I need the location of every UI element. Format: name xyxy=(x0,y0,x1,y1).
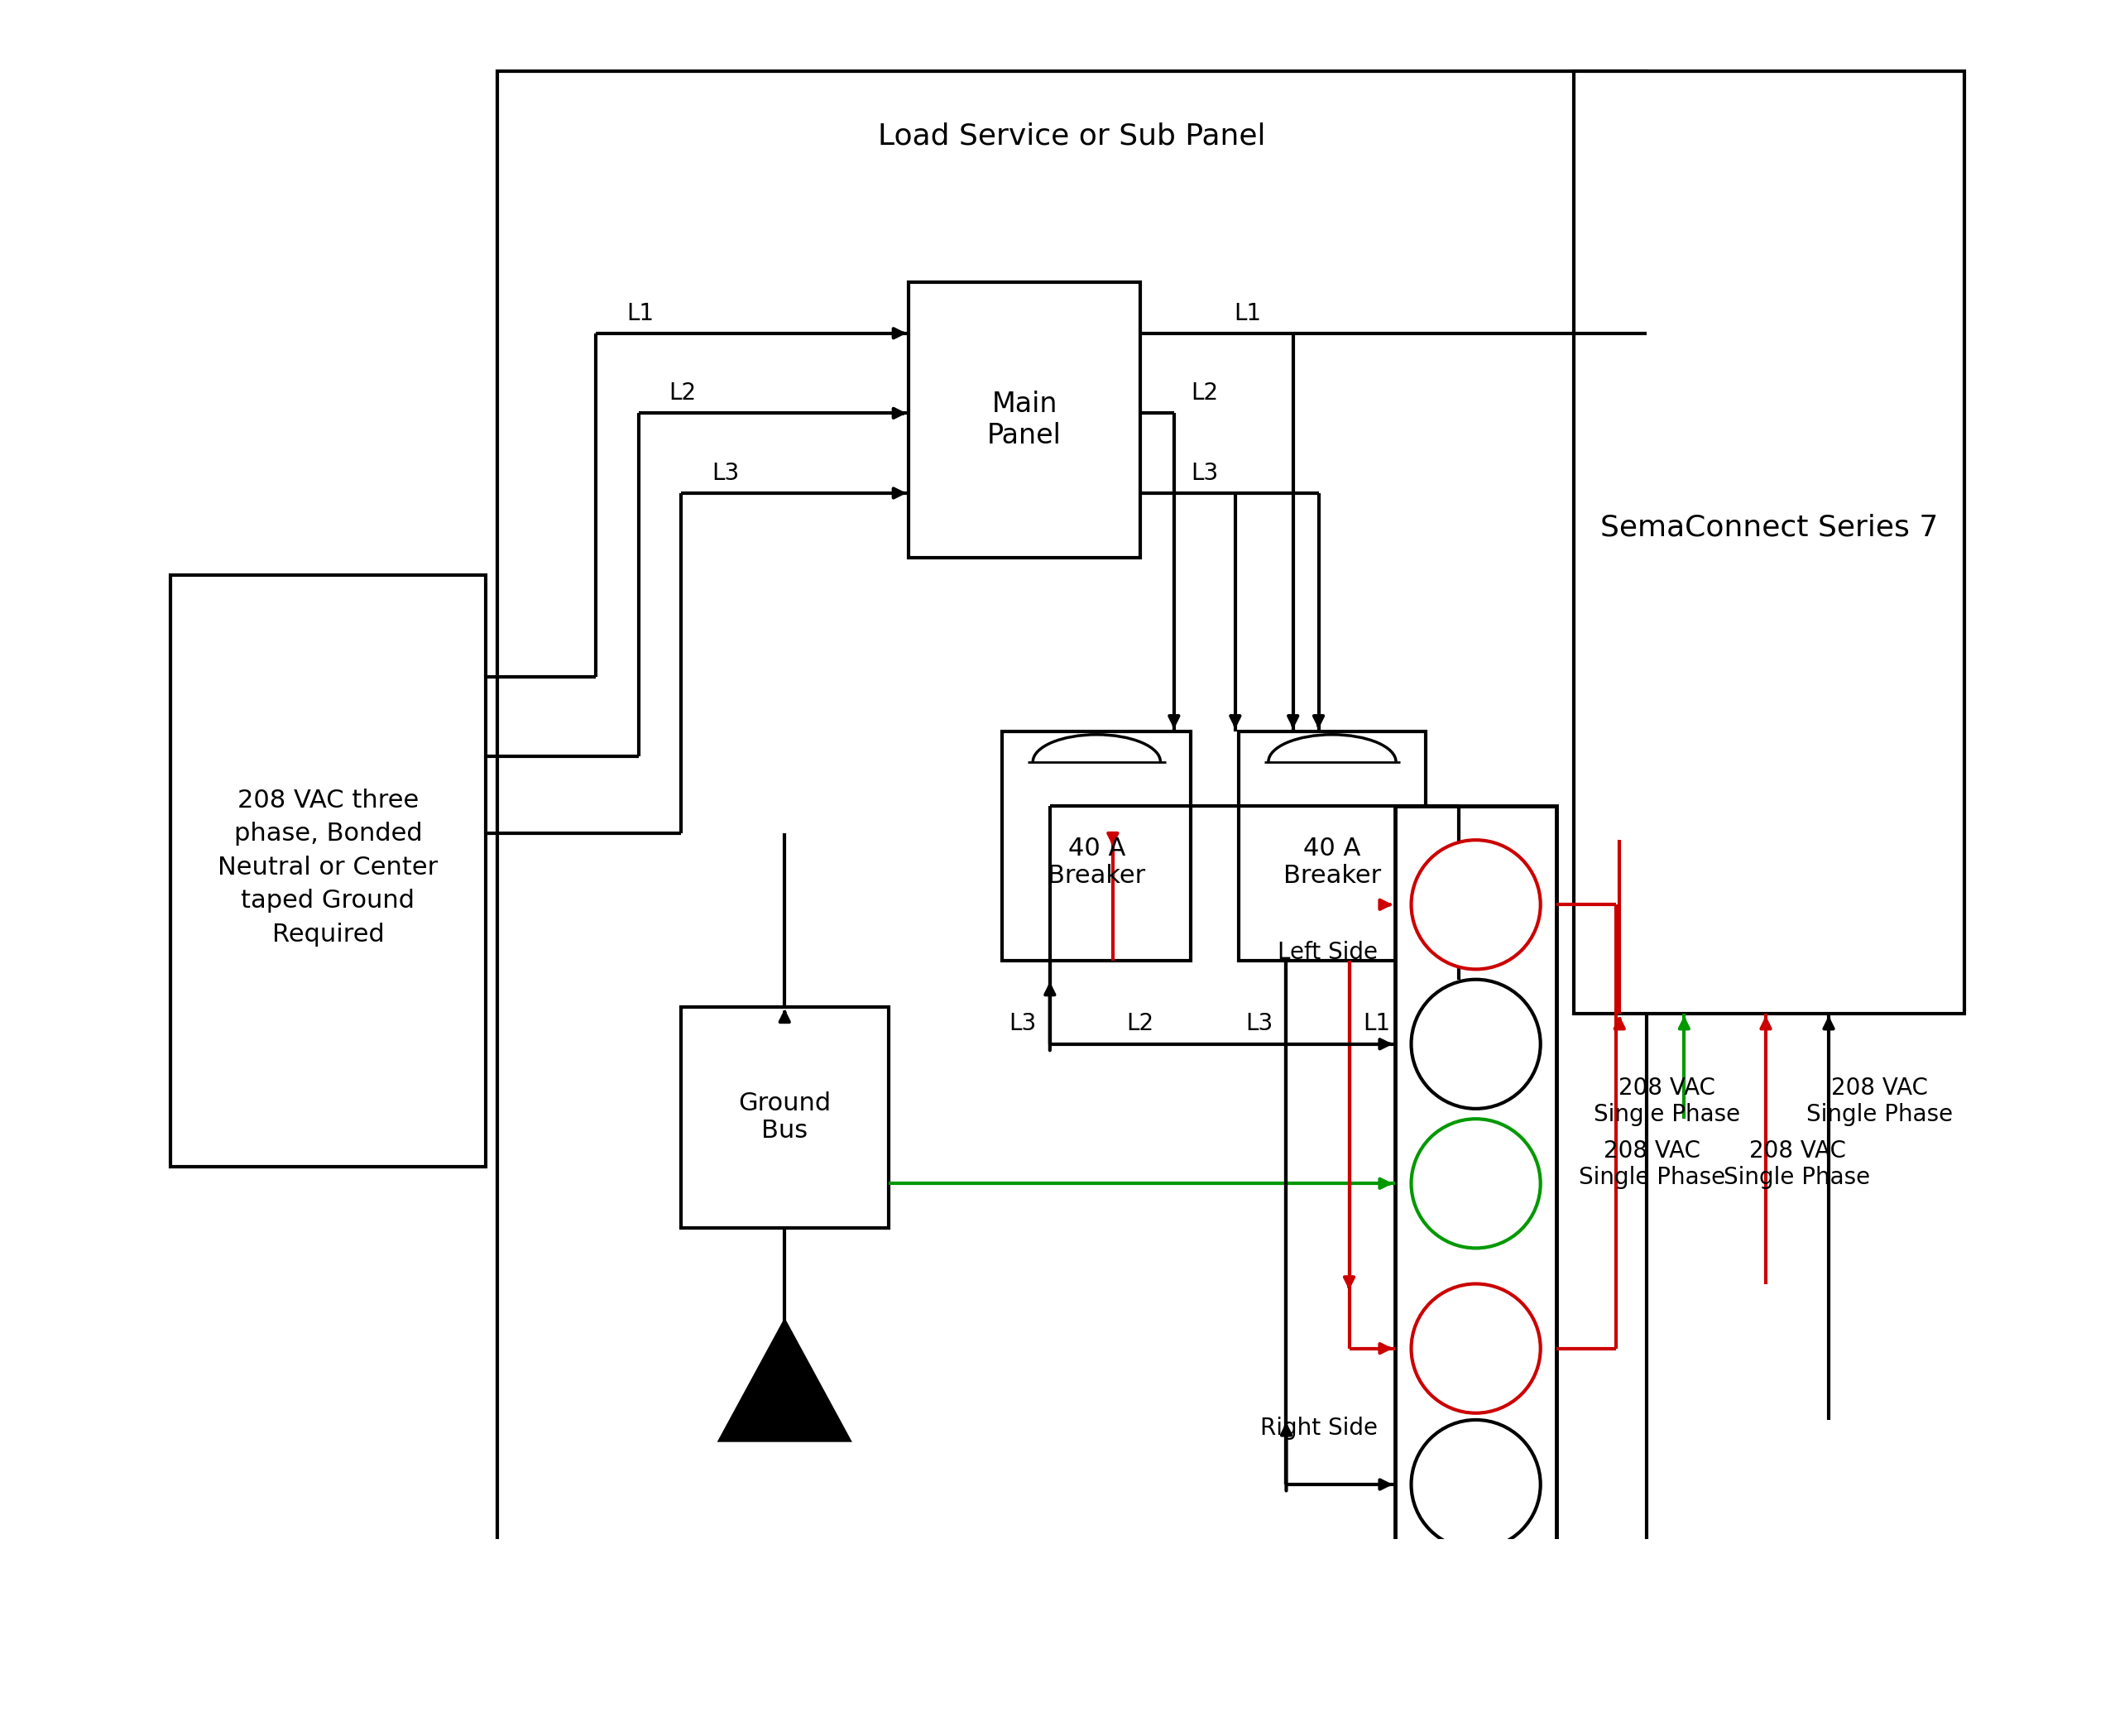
Text: 208 VAC
Single Phase: 208 VAC Single Phase xyxy=(1806,1076,1954,1127)
Bar xyxy=(1574,71,1964,1014)
Circle shape xyxy=(1412,1285,1540,1413)
Text: 208 VAC
Single Phase: 208 VAC Single Phase xyxy=(1578,1139,1726,1189)
Text: L3: L3 xyxy=(1190,462,1220,484)
Text: 40 A
Breaker: 40 A Breaker xyxy=(1049,837,1146,889)
Circle shape xyxy=(1412,840,1540,969)
Text: L3: L3 xyxy=(1009,1012,1036,1035)
Text: L2: L2 xyxy=(1127,1012,1154,1035)
Text: Ground
Bus: Ground Bus xyxy=(738,1092,831,1142)
Bar xyxy=(1395,806,1557,1667)
Circle shape xyxy=(1412,1420,1540,1549)
Text: SemaConnect Series 7: SemaConnect Series 7 xyxy=(1599,514,1939,542)
Text: 208 VAC three
phase, Bonded
Neutral or Center
taped Ground
Required: 208 VAC three phase, Bonded Neutral or C… xyxy=(217,788,439,946)
Circle shape xyxy=(1412,1120,1540,1248)
Text: L1: L1 xyxy=(627,302,654,325)
Bar xyxy=(171,575,485,1167)
Bar xyxy=(1002,731,1190,960)
Text: 208 VAC
Single Phase: 208 VAC Single Phase xyxy=(1724,1139,1872,1189)
Text: L1: L1 xyxy=(1234,302,1262,325)
Text: L2: L2 xyxy=(669,382,696,404)
Circle shape xyxy=(1412,979,1540,1109)
Bar xyxy=(498,71,1646,1736)
Text: Left Side: Left Side xyxy=(1279,941,1378,963)
Text: L2: L2 xyxy=(1190,382,1217,404)
Text: L1: L1 xyxy=(1363,1012,1390,1035)
Text: 40 A
Breaker: 40 A Breaker xyxy=(1283,837,1382,889)
Text: Load Service or Sub Panel: Load Service or Sub Panel xyxy=(878,122,1266,149)
Text: 208 VAC
Single Phase: 208 VAC Single Phase xyxy=(1593,1076,1741,1127)
Polygon shape xyxy=(720,1321,848,1441)
Bar xyxy=(1239,731,1426,960)
Text: Right Side: Right Side xyxy=(1260,1417,1378,1439)
Bar xyxy=(682,1007,888,1227)
Text: Main
Panel: Main Panel xyxy=(987,391,1061,450)
Text: L3: L3 xyxy=(711,462,738,484)
Text: L3: L3 xyxy=(1245,1012,1272,1035)
Bar xyxy=(909,283,1139,557)
